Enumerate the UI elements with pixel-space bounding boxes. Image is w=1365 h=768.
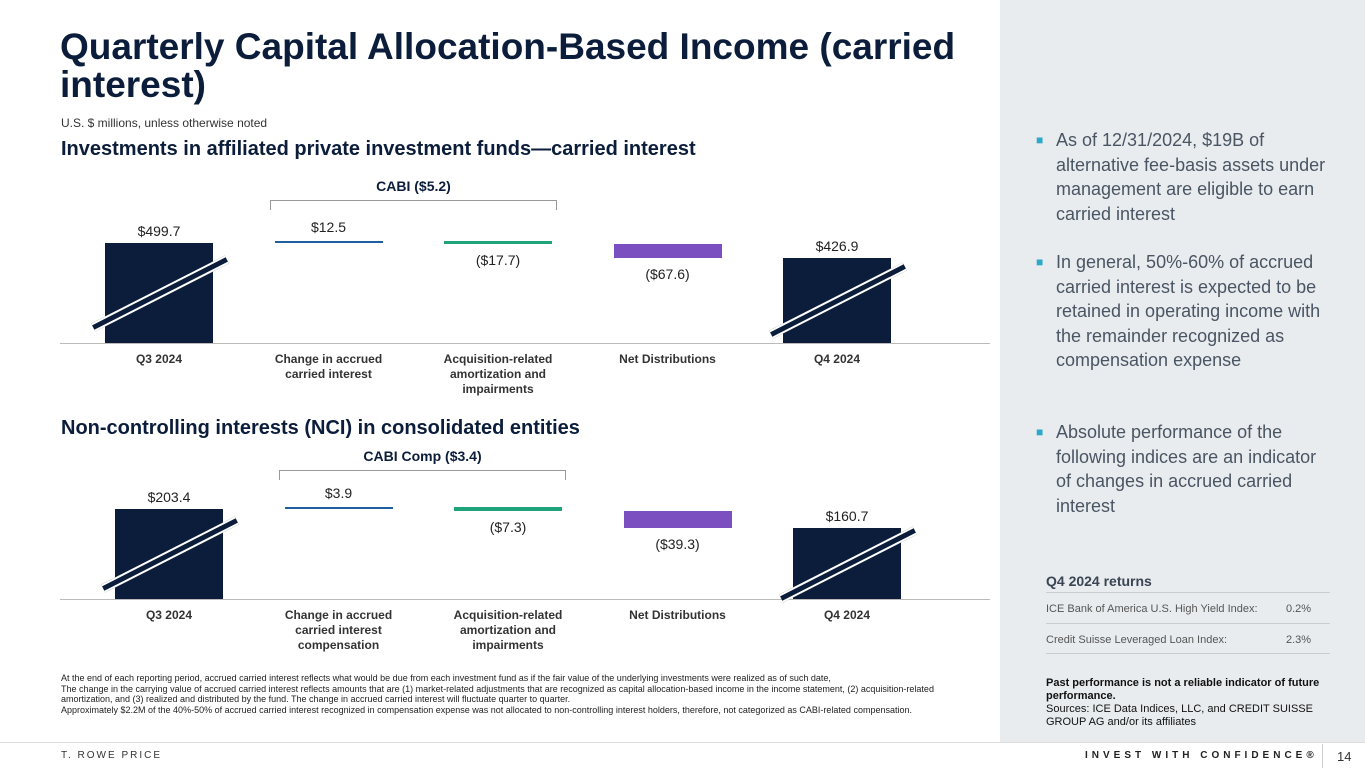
data-label: $499.7	[137, 223, 181, 239]
category-label: Q4 2024	[823, 608, 871, 622]
bullet-text: As of 12/31/2024, $19B of alternative fe…	[1056, 130, 1326, 224]
bullet-text: In general, 50%-60% of accrued carried i…	[1056, 252, 1321, 370]
bullet: ■ As of 12/31/2024, $19B of alternative f…	[1036, 128, 1336, 226]
sources: Sources: ICE Data Indices, LLC, and CRED…	[1046, 703, 1313, 728]
delta-bar	[454, 507, 562, 511]
data-label: ($67.6)	[645, 265, 690, 282]
x-axis	[60, 343, 990, 344]
category-label: Net Distributions	[629, 608, 726, 622]
delta-bar	[613, 244, 722, 258]
returns-row: ICE Bank of America U.S. High Yield Inde…	[1046, 592, 1330, 623]
footer-divider	[0, 742, 1365, 743]
delta-bar	[623, 510, 732, 529]
bullet: ■ In general, 50%-60% of accrued carried …	[1036, 250, 1336, 373]
bullet-icon: ■	[1036, 255, 1044, 269]
data-label: $426.9	[815, 237, 859, 254]
x-axis	[60, 599, 990, 600]
returns-label: Credit Suisse Leveraged Loan Index:	[1046, 634, 1228, 646]
category-label: Acquisition-related amortization and imp…	[443, 352, 553, 396]
category-label: Change in accrued carried interest	[274, 352, 383, 381]
footnote-line: The change in the carrying value of accr…	[61, 683, 934, 705]
data-label: $160.7	[825, 508, 869, 525]
tagline: INVEST WITH CONFIDENCE®	[1085, 750, 1318, 761]
category-label: Q3 2024	[145, 608, 193, 622]
chart1-title: Investments in affiliated private invest…	[61, 138, 696, 160]
cabi-bracket	[270, 200, 557, 210]
data-label: $203.4	[147, 489, 191, 505]
category-label: Q3 2024	[135, 352, 183, 366]
returns-value: 2.3%	[1286, 634, 1312, 646]
page-number: 14	[1337, 749, 1352, 764]
data-label: ($39.3)	[655, 536, 700, 553]
side-panel	[1000, 0, 1365, 742]
bullet-text: Absolute performance of the following in…	[1056, 422, 1317, 516]
category-label: Change in accrued carried interest compe…	[284, 608, 393, 652]
footnote: At the end of each reporting period, acc…	[61, 673, 961, 715]
footnote-line: Approximately $2.2M of the 40%-50% of ac…	[61, 704, 912, 715]
page-title: Quarterly Capital Allocation-Based Incom…	[60, 26, 956, 105]
delta-bar	[284, 507, 393, 510]
cabi-bracket	[279, 470, 566, 480]
delta-bar	[444, 240, 552, 245]
cabi-label: CABI Comp ($3.4)	[363, 448, 482, 464]
subtitle: U.S. $ millions, unless otherwise noted	[61, 116, 268, 130]
data-label: $12.5	[310, 218, 347, 235]
page-divider	[1322, 744, 1323, 768]
category-label: Acquisition-related amortization and imp…	[453, 608, 563, 652]
delta-bar	[274, 240, 383, 243]
category-label: Q4 2024	[813, 352, 861, 366]
disclaimer-bold: Past performance is not a reliable indic…	[1046, 677, 1320, 702]
returns-row: Credit Suisse Leveraged Loan Index: 2.3%	[1046, 623, 1330, 654]
category-label: Net Distributions	[619, 352, 716, 366]
data-label: $3.9	[324, 485, 353, 502]
disclaimer: Past performance is not a reliable indic…	[1046, 677, 1346, 729]
bullet: ■ Absolute performance of the following i…	[1036, 420, 1336, 518]
footnote-line: At the end of each reporting period, acc…	[61, 673, 831, 683]
returns-heading: Q4 2024 returns	[1046, 573, 1152, 589]
chart2-title: Non-controlling interests (NCI) in conso…	[61, 417, 580, 439]
bullet-icon: ■	[1036, 425, 1044, 439]
bullet-icon: ■	[1036, 133, 1044, 147]
brand-logo: T. ROWE PRICE	[61, 750, 163, 761]
data-label: ($17.7)	[475, 252, 521, 269]
data-label: ($7.3)	[489, 518, 527, 535]
returns-value: 0.2%	[1286, 603, 1312, 615]
returns-label: ICE Bank of America U.S. High Yield Inde…	[1046, 603, 1258, 615]
cabi-label: CABI ($5.2)	[376, 178, 451, 194]
